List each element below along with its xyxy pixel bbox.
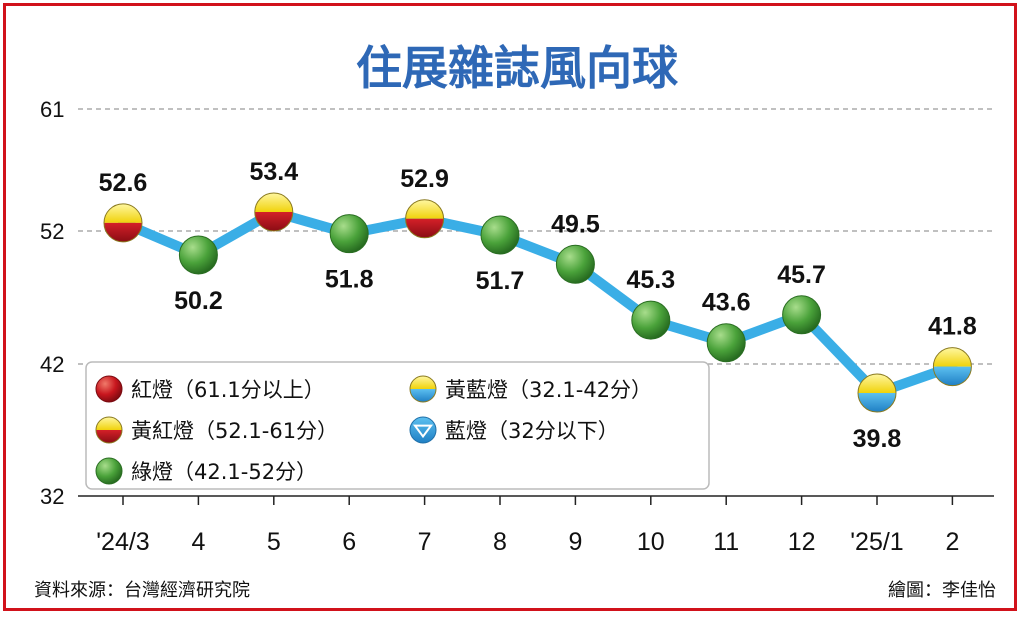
x-tick-label: 8 (493, 528, 507, 556)
data-point (932, 347, 972, 387)
marker-body (329, 214, 369, 254)
data-point (706, 323, 746, 363)
x-tick-label: 4 (191, 528, 205, 556)
legend-marker (95, 375, 123, 403)
marker-top-half (96, 417, 122, 430)
x-tick-label: 5 (267, 528, 281, 556)
x-tick-label: 11 (713, 528, 739, 556)
y-tick-label: 52 (40, 219, 64, 244)
data-label: 39.8 (853, 425, 902, 453)
marker-outline (103, 203, 143, 243)
y-tick-label: 32 (40, 484, 64, 509)
legend-label: 黃紅燈（52.1-61分） (131, 419, 338, 443)
legend-marker (409, 375, 437, 403)
legend-marker (409, 416, 437, 444)
data-point (631, 300, 671, 340)
data-label: 45.7 (777, 261, 826, 289)
x-tick-label: '25/1 (850, 528, 903, 556)
marker-bottom-half (933, 366, 972, 386)
data-point (782, 295, 822, 335)
data-labels-layer: 52.6 50.2 53.4 51.8 52.9 51.7 49.5 45.3 43.6 45.7… (99, 158, 977, 453)
grid-layer: 61 52 42 32 (40, 97, 994, 509)
source-note: 資料來源：台灣經濟研究院 (34, 580, 250, 601)
marker-triangle (412, 424, 434, 439)
marker-top-half (254, 193, 293, 213)
x-tick-label: 7 (418, 528, 432, 556)
marker-outline (932, 347, 972, 387)
marker-bottom-half (858, 393, 896, 413)
x-tick-label: 6 (342, 528, 356, 556)
chart-svg: 住展雜誌風向球 61 52 42 32 '24/3 4 5 6 7 8 9 10 11 12 '25/1 2… (34, 41, 996, 601)
x-tick-label: '24/3 (96, 528, 149, 556)
data-label: 51.7 (476, 267, 525, 295)
data-point (329, 214, 369, 254)
marker-top-half (104, 203, 142, 223)
legend-label: 綠燈（42.1-52分） (131, 460, 317, 484)
legend-marker (95, 416, 123, 444)
data-label: 51.8 (325, 266, 374, 294)
data-point (555, 244, 595, 284)
x-axis: '24/3 4 5 6 7 8 9 10 11 12 '25/1 2 (78, 495, 994, 556)
marker-body (95, 457, 123, 485)
marker-outline (95, 416, 123, 444)
marker-outline (857, 373, 897, 413)
chart-frame: 住展雜誌風向球 61 52 42 32 '24/3 4 5 6 7 8 9 10 11 12 '25/1 2… (3, 3, 1017, 611)
data-label: 52.6 (99, 169, 148, 197)
data-label: 43.6 (702, 289, 751, 317)
data-point (480, 215, 520, 255)
y-tick-label: 42 (40, 352, 64, 377)
marker-body (178, 235, 218, 275)
marker-outline (254, 192, 294, 232)
marker-top-half (858, 374, 896, 394)
x-tick-label: 2 (945, 528, 959, 556)
credit-note: 繪圖：李佳怡 (888, 580, 996, 601)
marker-bottom-half (96, 430, 122, 443)
marker-bottom-half (104, 222, 142, 242)
marker-body (409, 416, 437, 444)
marker-body (480, 215, 520, 255)
legend-marker (95, 457, 123, 485)
data-point (254, 192, 294, 232)
legend-label: 紅燈（61.1分以上） (131, 378, 325, 402)
x-tick-label: 9 (568, 528, 582, 556)
data-label: 49.5 (551, 210, 600, 238)
legend-box (85, 361, 710, 490)
marker-bottom-half (254, 212, 293, 232)
marker-bottom-half (410, 389, 436, 402)
marker-top-half (405, 199, 444, 219)
legend: 紅燈（61.1分以上） 黃藍燈（32.1-42分） 黃紅燈（52.1-61分） 藍燈（… (85, 361, 710, 490)
marker-bottom-half (405, 218, 444, 238)
legend-label: 藍燈（32分以下） (445, 419, 619, 443)
legend-label: 黃藍燈（32.1-42分） (445, 378, 652, 402)
marker-body (555, 244, 595, 284)
data-point (178, 235, 218, 275)
data-label: 52.9 (400, 165, 449, 193)
data-label: 41.8 (928, 313, 977, 341)
marker-body (631, 300, 671, 340)
data-label: 50.2 (174, 287, 223, 315)
data-label: 53.4 (249, 158, 298, 186)
marker-top-half (410, 376, 436, 389)
data-label: 45.3 (626, 266, 675, 294)
x-tick-label: 12 (788, 528, 816, 556)
data-point (857, 373, 897, 413)
markers-layer (103, 192, 972, 413)
marker-outline (405, 199, 445, 239)
y-tick-label: 61 (40, 97, 64, 122)
marker-body (706, 323, 746, 363)
marker-outline (409, 375, 437, 403)
marker-top-half (933, 347, 972, 367)
data-point (103, 203, 143, 243)
marker-body (95, 375, 123, 403)
marker-body (782, 295, 822, 335)
x-tick-label: 10 (637, 528, 665, 556)
chart-title: 住展雜誌風向球 (356, 41, 679, 95)
data-point (405, 199, 445, 239)
